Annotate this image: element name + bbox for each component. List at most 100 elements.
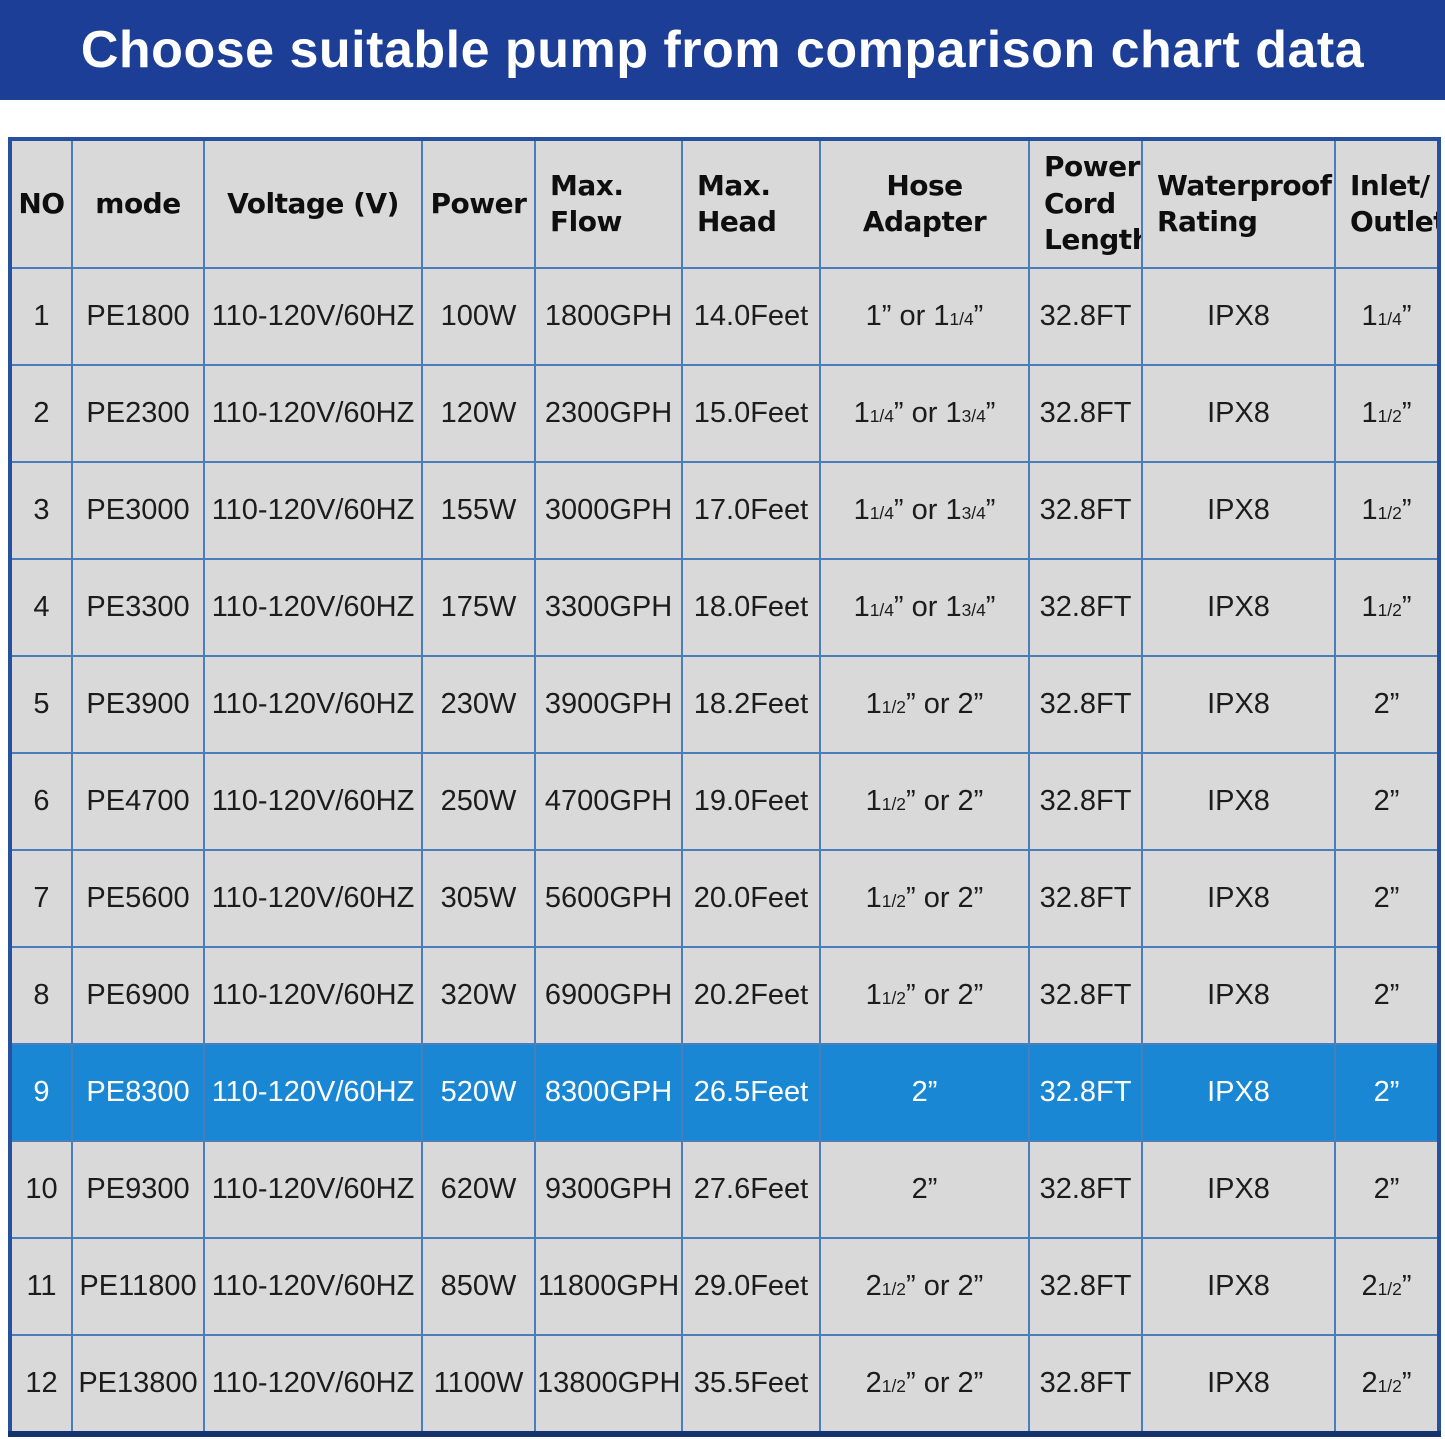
cell-voltage: 110-120V/60HZ: [203, 849, 423, 948]
cell-max_flow: 5600GPH: [534, 849, 683, 948]
fraction-text: 1/2: [1377, 406, 1402, 426]
cell-max_head: 19.0Feet: [681, 752, 821, 851]
cell-inlet_outlet: 21/2”: [1334, 1334, 1440, 1435]
cell-no: 10: [9, 1140, 73, 1239]
table-row: 11 PE11800 110-120V/60HZ 850W 11800GPH 29.0Fe…: [9, 1237, 1440, 1336]
cell-hose_adapter: 11/4” or 13/4”: [819, 364, 1030, 463]
cell-hose_adapter: 11/2” or 2”: [819, 849, 1030, 948]
cell-waterproof_rating: IPX8: [1141, 655, 1336, 754]
cell-mode: PE6900: [71, 946, 205, 1045]
column-header-power_cord_length: Power Cord Length: [1028, 138, 1143, 269]
cell-waterproof_rating: IPX8: [1141, 558, 1336, 657]
cell-inlet_outlet: 11/2”: [1334, 558, 1440, 657]
cell-waterproof_rating: IPX8: [1141, 267, 1336, 366]
cell-no: 6: [9, 752, 73, 851]
table-row: 5 PE3900 110-120V/60HZ 230W 3900GPH 18.2Feet 1…: [9, 655, 1440, 754]
cell-inlet_outlet: 2”: [1334, 655, 1440, 754]
cell-mode: PE4700: [71, 752, 205, 851]
cell-power: 155W: [421, 461, 536, 560]
cell-no: 12: [9, 1334, 73, 1435]
cell-max_head: 17.0Feet: [681, 461, 821, 560]
cell-mode: PE11800: [71, 1237, 205, 1336]
fraction-text: 3/4: [961, 406, 986, 426]
cell-mode: PE9300: [71, 1140, 205, 1239]
cell-no: 1: [9, 267, 73, 366]
cell-power: 320W: [421, 946, 536, 1045]
fraction-text: 1/2: [881, 1279, 906, 1299]
cell-inlet_outlet: 2”: [1334, 1140, 1440, 1239]
cell-no: 8: [9, 946, 73, 1045]
cell-power_cord_length: 32.8FT: [1028, 655, 1143, 754]
cell-power_cord_length: 32.8FT: [1028, 752, 1143, 851]
cell-waterproof_rating: IPX8: [1141, 849, 1336, 948]
cell-power_cord_length: 32.8FT: [1028, 558, 1143, 657]
cell-power: 120W: [421, 364, 536, 463]
cell-max_flow: 3900GPH: [534, 655, 683, 754]
cell-hose_adapter: 21/2” or 2”: [819, 1237, 1030, 1336]
column-header-max_head: Max. Head: [681, 138, 821, 269]
cell-voltage: 110-120V/60HZ: [203, 558, 423, 657]
cell-inlet_outlet: 2”: [1334, 849, 1440, 948]
cell-inlet_outlet: 2”: [1334, 946, 1440, 1045]
cell-inlet_outlet: 11/4”: [1334, 267, 1440, 366]
cell-mode: PE8300: [71, 1043, 205, 1142]
cell-power_cord_length: 32.8FT: [1028, 1334, 1143, 1435]
fraction-text: 3/4: [961, 503, 986, 523]
cell-no: 5: [9, 655, 73, 754]
fraction-text: 1/2: [881, 988, 906, 1008]
cell-hose_adapter: 11/4” or 13/4”: [819, 461, 1030, 560]
cell-voltage: 110-120V/60HZ: [203, 267, 423, 366]
cell-max_flow: 3000GPH: [534, 461, 683, 560]
table-row: 2 PE2300 110-120V/60HZ 120W 2300GPH 15.0Feet 1…: [9, 364, 1440, 463]
cell-inlet_outlet: 11/2”: [1334, 364, 1440, 463]
column-header-mode: mode: [71, 138, 205, 269]
cell-power: 305W: [421, 849, 536, 948]
column-header-power: Power: [421, 138, 536, 269]
column-header-no: NO: [9, 138, 73, 269]
column-header-waterproof_rating: Waterproof Rating: [1141, 138, 1336, 269]
cell-power_cord_length: 32.8FT: [1028, 461, 1143, 560]
cell-power: 520W: [421, 1043, 536, 1142]
cell-voltage: 110-120V/60HZ: [203, 946, 423, 1045]
cell-voltage: 110-120V/60HZ: [203, 1140, 423, 1239]
table-header-row: NO mode Voltage (V) Power Max. Flow Max. Head…: [9, 138, 1440, 269]
cell-waterproof_rating: IPX8: [1141, 364, 1336, 463]
cell-max_flow: 6900GPH: [534, 946, 683, 1045]
cell-voltage: 110-120V/60HZ: [203, 1043, 423, 1142]
fraction-text: 1/2: [1377, 600, 1402, 620]
cell-max_flow: 2300GPH: [534, 364, 683, 463]
table-header: NO mode Voltage (V) Power Max. Flow Max. Head…: [9, 138, 1440, 269]
cell-no: 4: [9, 558, 73, 657]
fraction-text: 1/2: [881, 891, 906, 911]
cell-max_head: 15.0Feet: [681, 364, 821, 463]
column-header-hose_adapter: Hose Adapter: [819, 138, 1030, 269]
cell-max_head: 35.5Feet: [681, 1334, 821, 1435]
fraction-text: 1/4: [869, 406, 894, 426]
fraction-text: 1/2: [1377, 1376, 1402, 1396]
cell-max_flow: 11800GPH: [534, 1237, 683, 1336]
cell-power_cord_length: 32.8FT: [1028, 1237, 1143, 1336]
table-row: 4 PE3300 110-120V/60HZ 175W 3300GPH 18.0Feet 1…: [9, 558, 1440, 657]
table-row: 10 PE9300 110-120V/60HZ 620W 9300GPH 27.6Feet…: [9, 1140, 1440, 1239]
cell-waterproof_rating: IPX8: [1141, 1043, 1336, 1142]
cell-max_head: 20.0Feet: [681, 849, 821, 948]
cell-no: 3: [9, 461, 73, 560]
cell-power: 620W: [421, 1140, 536, 1239]
cell-voltage: 110-120V/60HZ: [203, 1237, 423, 1336]
cell-max_head: 27.6Feet: [681, 1140, 821, 1239]
cell-mode: PE5600: [71, 849, 205, 948]
cell-inlet_outlet: 2”: [1334, 752, 1440, 851]
cell-inlet_outlet: 21/2”: [1334, 1237, 1440, 1336]
column-header-voltage: Voltage (V): [203, 138, 423, 269]
cell-voltage: 110-120V/60HZ: [203, 1334, 423, 1435]
fraction-text: 1/2: [1377, 1279, 1402, 1299]
cell-voltage: 110-120V/60HZ: [203, 752, 423, 851]
cell-voltage: 110-120V/60HZ: [203, 655, 423, 754]
table-row: 12 PE13800 110-120V/60HZ 1100W 13800GPH 35.5F…: [9, 1334, 1440, 1435]
cell-power: 230W: [421, 655, 536, 754]
cell-mode: PE3300: [71, 558, 205, 657]
cell-mode: PE2300: [71, 364, 205, 463]
table-row: 6 PE4700 110-120V/60HZ 250W 4700GPH 19.0Feet 1…: [9, 752, 1440, 851]
cell-waterproof_rating: IPX8: [1141, 461, 1336, 560]
cell-hose_adapter: 11/4” or 13/4”: [819, 558, 1030, 657]
